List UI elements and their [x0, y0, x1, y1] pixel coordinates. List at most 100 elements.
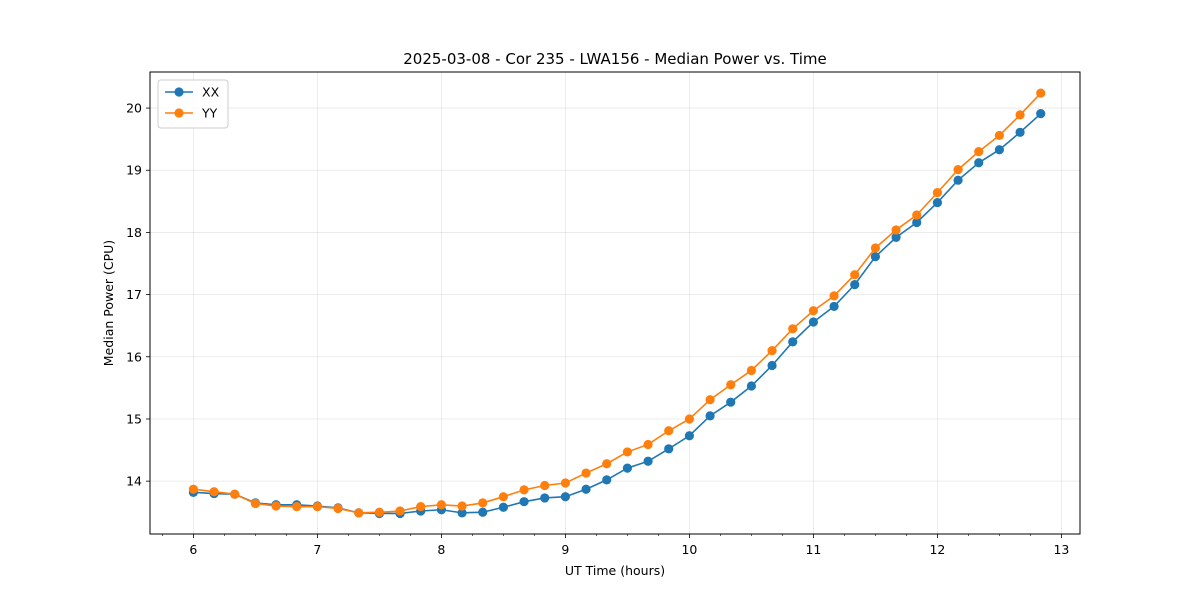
data-point-yy: [1015, 110, 1025, 120]
data-point-yy: [1036, 88, 1046, 98]
data-point-yy: [416, 502, 426, 512]
legend: XX YY: [157, 79, 229, 129]
data-point-xx: [746, 381, 757, 391]
data-point-xx: [581, 484, 591, 494]
data-point-yy: [292, 502, 302, 512]
y-tick-label: 19: [126, 163, 142, 178]
legend-marker-yy: [174, 108, 184, 118]
data-point-xx: [560, 492, 571, 502]
data-point-yy: [230, 489, 240, 499]
axes: 6 7 8 9 10 11 12 13 14 15 16 17 18 19 20: [126, 101, 1069, 557]
data-point-yy: [188, 484, 198, 494]
data-point-yy: [953, 165, 963, 175]
data-point-xx: [684, 431, 695, 441]
data-point-yy: [209, 487, 219, 497]
data-point-xx: [870, 252, 881, 262]
legend-marker-xx: [174, 87, 184, 97]
x-tick-label: 7: [313, 542, 321, 557]
data-point-yy: [788, 324, 798, 334]
data-point-yy: [829, 291, 839, 301]
series-layer: [188, 88, 1046, 519]
data-point-xx: [519, 497, 529, 507]
series-line-xx: [193, 113, 1042, 515]
x-tick-label: 13: [1053, 542, 1069, 557]
data-point-yy: [560, 478, 571, 488]
data-point-yy: [726, 380, 736, 390]
data-point-yy: [540, 480, 550, 491]
y-tick-label: 14: [126, 474, 142, 489]
data-point-xx: [829, 301, 839, 312]
x-tick-label: 8: [437, 542, 445, 557]
y-tick-label: 16: [126, 349, 142, 364]
data-point-yy: [994, 130, 1005, 141]
data-point-yy: [498, 492, 508, 502]
y-axis-label: Median Power (CPU): [101, 240, 116, 366]
data-point-yy: [705, 395, 715, 405]
data-point-xx: [953, 175, 963, 185]
data-point-yy: [767, 345, 777, 356]
data-point-yy: [602, 459, 612, 469]
x-tick-label: 6: [189, 542, 197, 557]
data-point-xx: [891, 232, 901, 242]
data-point-yy: [395, 506, 405, 516]
data-point-yy: [250, 498, 260, 509]
data-point-xx: [726, 397, 736, 407]
data-point-yy: [808, 306, 819, 316]
data-point-xx: [850, 280, 860, 290]
x-axis-label: UT Time (hours): [565, 563, 665, 578]
grid-lines: [150, 72, 1080, 534]
data-point-xx: [498, 502, 508, 512]
x-tick-label: 10: [681, 542, 697, 557]
data-point-yy: [870, 243, 881, 253]
data-point-yy: [684, 414, 695, 424]
data-point-yy: [891, 225, 901, 235]
x-tick-label: 12: [929, 542, 945, 557]
data-point-yy: [457, 501, 467, 511]
data-point-xx: [1015, 127, 1025, 137]
data-point-yy: [374, 507, 384, 517]
data-point-xx: [643, 456, 653, 466]
data-point-yy: [622, 447, 633, 457]
data-point-yy: [354, 508, 364, 518]
y-tick-label: 15: [126, 411, 142, 426]
data-point-xx: [994, 145, 1005, 155]
data-point-yy: [436, 500, 446, 510]
data-point-yy: [932, 188, 943, 198]
data-point-yy: [746, 365, 757, 376]
data-point-xx: [705, 411, 715, 421]
legend-label-yy: YY: [201, 106, 218, 121]
data-point-xx: [540, 493, 550, 503]
data-point-yy: [643, 439, 653, 450]
data-point-yy: [912, 210, 922, 220]
chart-title: 2025-03-08 - Cor 235 - LWA156 - Median P…: [403, 50, 827, 68]
data-point-yy: [271, 501, 281, 511]
data-point-yy: [581, 468, 591, 478]
data-point-xx: [622, 463, 633, 473]
data-point-xx: [932, 197, 943, 208]
data-point-xx: [478, 507, 488, 517]
data-point-xx: [788, 337, 798, 347]
data-point-yy: [312, 502, 322, 512]
data-point-xx: [602, 475, 612, 485]
series-line-yy: [193, 92, 1042, 514]
data-point-yy: [519, 485, 529, 495]
data-point-yy: [664, 426, 674, 436]
data-point-yy: [974, 146, 984, 157]
x-tick-label: 9: [561, 542, 569, 557]
data-point-xx: [1036, 109, 1046, 119]
legend-label-xx: XX: [202, 85, 220, 100]
data-point-xx: [457, 508, 467, 518]
data-point-xx: [974, 158, 984, 168]
y-tick-label: 17: [126, 287, 142, 302]
data-point-yy: [850, 270, 860, 280]
data-point-xx: [808, 317, 819, 327]
data-point-xx: [912, 217, 922, 228]
plot-frame: [149, 71, 1081, 535]
data-point-yy: [478, 498, 488, 508]
series-yy: [188, 88, 1046, 518]
data-point-xx: [767, 360, 777, 371]
y-tick-label: 20: [126, 101, 142, 116]
y-tick-label: 18: [126, 225, 142, 240]
data-point-yy: [333, 503, 343, 514]
